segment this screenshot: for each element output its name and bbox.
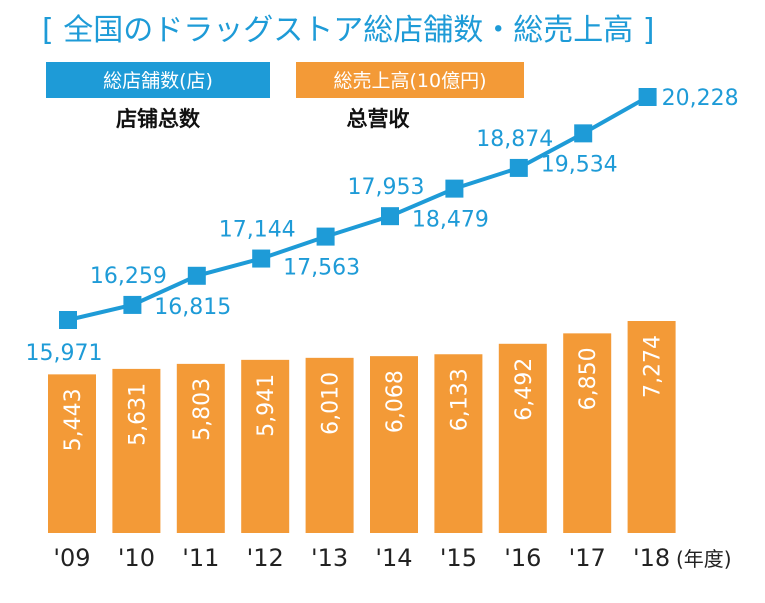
x-unit-label: (年度) — [676, 547, 732, 571]
line-point-18 — [638, 88, 657, 106]
bar-15 — [434, 354, 483, 533]
x-tick-label: '10 — [118, 544, 155, 572]
bar-value-label: 5,803 — [190, 378, 215, 441]
line-point-11 — [187, 266, 206, 285]
chart-title: [ 全国のドラッグストア総店舗数・総売上高 ] — [42, 13, 654, 48]
legend-translation-stores: 店铺总数 — [116, 107, 201, 131]
bar-17 — [563, 333, 612, 533]
legend: 総店舗数(店) 店铺总数 総売上高(10億円) 总营收 — [46, 62, 524, 131]
line-value-label: 15,971 — [26, 341, 103, 366]
legend-swatch-sales — [296, 62, 524, 98]
legend-translation-sales: 总营收 — [347, 107, 410, 131]
bar-11 — [176, 363, 225, 533]
x-tick-label: '12 — [247, 544, 284, 572]
bar-16 — [498, 343, 547, 533]
x-tick-label: '15 — [440, 544, 477, 572]
bar-09 — [48, 374, 96, 533]
bar-value-label: 6,850 — [576, 347, 601, 410]
line-point-09 — [59, 311, 77, 329]
bar-value-label: 6,068 — [383, 370, 408, 433]
line-value-label: 20,228 — [662, 86, 739, 111]
store-count-line — [67, 95, 649, 322]
bar-14 — [370, 356, 418, 533]
line-point-14 — [381, 207, 399, 226]
bar-value-label: 5,941 — [254, 374, 279, 437]
line-point-15 — [445, 179, 464, 198]
line-point-10 — [123, 295, 142, 314]
line-point-17 — [574, 124, 593, 143]
line-value-label: 18,479 — [412, 208, 489, 233]
line-point-12 — [252, 249, 271, 268]
bar-12 — [241, 359, 290, 533]
line-value-label: 17,953 — [348, 175, 425, 200]
line-point-16 — [509, 158, 528, 177]
x-tick-label: '16 — [504, 544, 541, 572]
x-tick-label: '14 — [375, 544, 412, 572]
line-value-label: 17,144 — [219, 218, 296, 243]
line-value-label: 16,259 — [90, 264, 167, 289]
bar-value-label: 6,492 — [512, 358, 537, 421]
line-value-label: 16,815 — [154, 295, 231, 320]
bar-value-label: 6,010 — [319, 372, 344, 435]
bar-value-label: 7,274 — [641, 335, 666, 398]
line-value-label: 19,534 — [541, 152, 618, 177]
legend-label-stores: 総店舗数(店) — [103, 70, 213, 92]
x-tick-label: '17 — [569, 544, 606, 572]
x-tick-label: '11 — [182, 544, 219, 572]
legend-swatch-stores — [46, 62, 270, 98]
x-tick-label: '09 — [53, 544, 90, 572]
legend-label-sales: 総売上高(10億円) — [333, 70, 486, 92]
bar-18 — [627, 321, 676, 533]
line-value-label: 17,563 — [283, 256, 360, 281]
x-tick-label: '18 — [633, 544, 670, 572]
line-value-label: 18,874 — [476, 127, 553, 152]
x-tick-label: '13 — [311, 544, 348, 572]
bar-value-label: 6,133 — [447, 368, 472, 431]
bar-value-label: 5,631 — [125, 383, 150, 446]
bar-13 — [305, 357, 354, 533]
line-point-13 — [316, 227, 335, 246]
bar-value-label: 5,443 — [61, 388, 86, 451]
bar-10 — [112, 368, 161, 533]
